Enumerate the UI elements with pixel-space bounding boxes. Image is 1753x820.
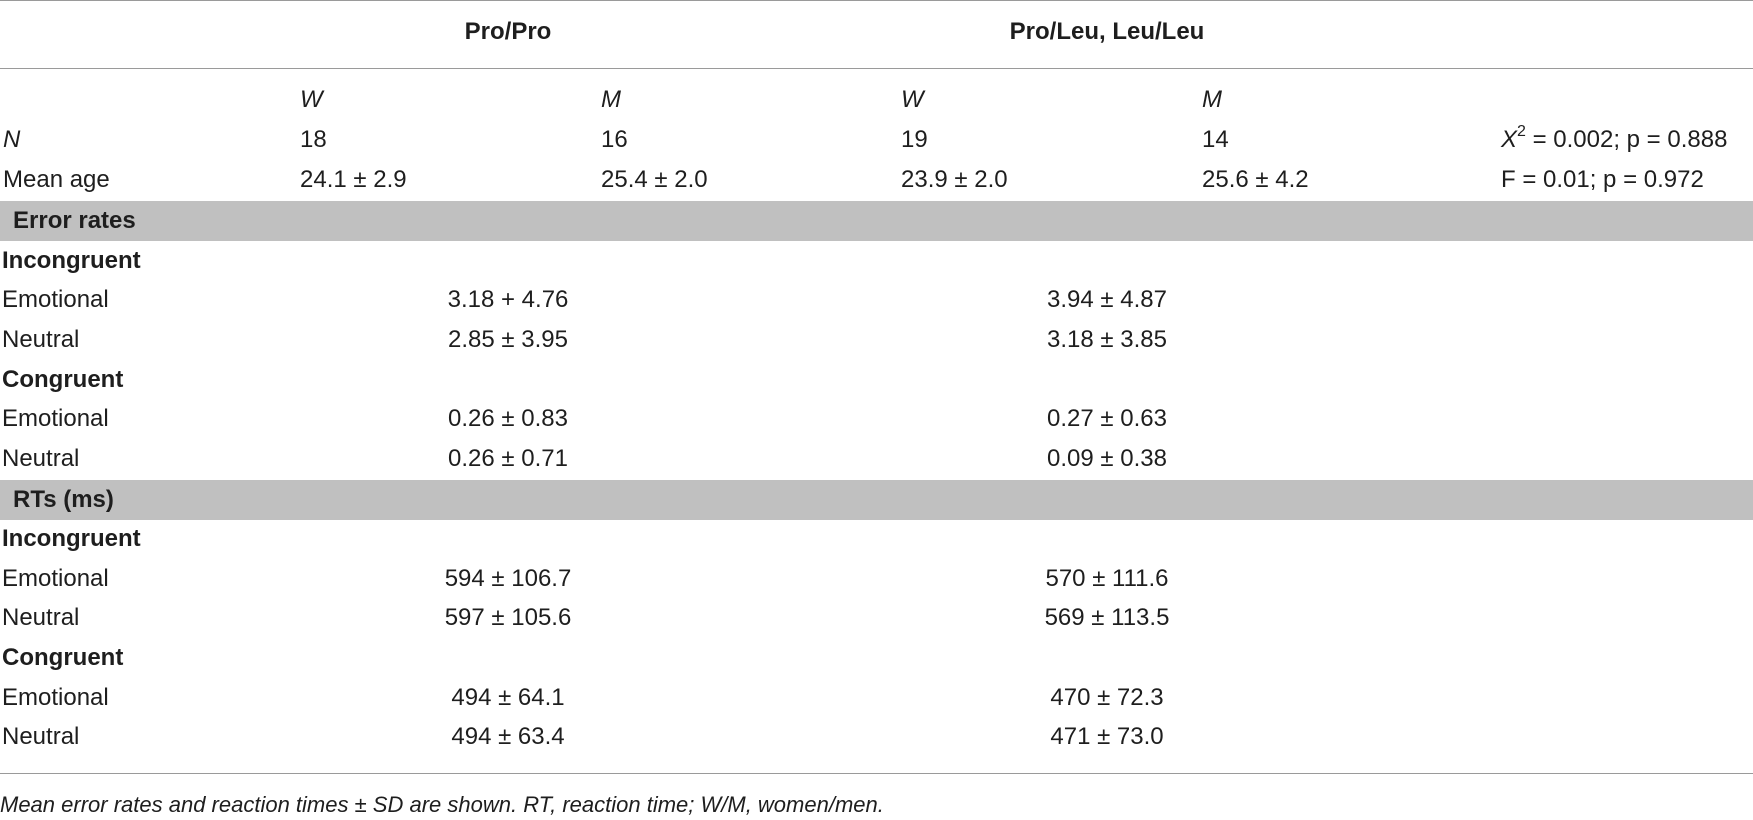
value-pro-leu: 3.18 ± 3.85: [1047, 326, 1167, 353]
value-pro-leu: 3.94 ± 4.87: [1047, 286, 1167, 313]
section-title: RTs (ms): [13, 486, 114, 513]
table-caption: Mean error rates and reaction times ± SD…: [0, 792, 884, 817]
age-m1: 25.4 ± 2.0: [601, 166, 708, 193]
subsection-label: Incongruent: [2, 525, 141, 552]
value-pro-pro: 597 ± 105.6: [444, 604, 572, 631]
sex-header-w2: W: [901, 86, 924, 113]
n-m1: 16: [601, 126, 628, 153]
value-pro-pro: 0.26 ± 0.83: [448, 405, 568, 432]
value-pro-leu: 570 ± 111.6: [1045, 565, 1169, 592]
sex-header-m2: M: [1202, 86, 1222, 113]
value-pro-pro: 494 ± 63.4: [451, 723, 565, 750]
group-header-pro-pro: Pro/Pro: [464, 18, 552, 45]
sex-header-w1: W: [300, 86, 323, 113]
value-pro-pro: 594 ± 106.7: [444, 565, 572, 592]
value-pro-leu: 470 ± 72.3: [1050, 684, 1164, 711]
n-w2: 19: [901, 126, 928, 153]
value-pro-leu: 0.27 ± 0.63: [1047, 405, 1167, 432]
chi-square-stat: X2 = 0.002; p = 0.888: [1501, 123, 1728, 154]
value-pro-leu: 569 ± 113.5: [1044, 604, 1170, 631]
age-w1: 24.1 ± 2.9: [300, 166, 407, 193]
f-stat: F = 0.01; p = 0.972: [1501, 166, 1704, 193]
row-label: Neutral: [2, 326, 80, 353]
group-header-pro-leu: Pro/Leu, Leu/Leu: [1009, 18, 1205, 45]
header-rule: [0, 68, 1753, 69]
section-title: Error rates: [13, 207, 136, 234]
row-label: Neutral: [2, 604, 80, 631]
value-pro-pro: 2.85 ± 3.95: [448, 326, 568, 353]
section-band-rts: RTs (ms): [0, 480, 1753, 520]
age-m2: 25.6 ± 4.2: [1202, 166, 1309, 193]
subsection-label: Incongruent: [2, 247, 141, 274]
section-band-error-rates: Error rates: [0, 201, 1753, 241]
subsection-label: Congruent: [2, 644, 124, 671]
value-pro-pro: 494 ± 64.1: [451, 684, 565, 711]
value-pro-pro: 3.18 + 4.76: [447, 286, 569, 313]
row-label: Emotional: [2, 684, 109, 711]
n-m2: 14: [1202, 126, 1229, 153]
age-w2: 23.9 ± 2.0: [901, 166, 1008, 193]
table-bottom-rule: [0, 773, 1753, 774]
row-label: Emotional: [2, 565, 109, 592]
value-pro-pro: 0.26 ± 0.71: [448, 445, 568, 472]
row-label: Emotional: [2, 405, 109, 432]
sex-header-m1: M: [601, 86, 621, 113]
row-label: Neutral: [2, 723, 80, 750]
row-label: N: [3, 126, 21, 153]
row-label: Mean age: [3, 166, 110, 193]
value-pro-leu: 471 ± 73.0: [1050, 723, 1164, 750]
row-label: Neutral: [2, 445, 80, 472]
row-label: Emotional: [2, 286, 109, 313]
table-top-rule: [0, 0, 1753, 1]
value-pro-leu: 0.09 ± 0.38: [1047, 445, 1167, 472]
subsection-label: Congruent: [2, 366, 124, 393]
n-w1: 18: [300, 126, 327, 153]
